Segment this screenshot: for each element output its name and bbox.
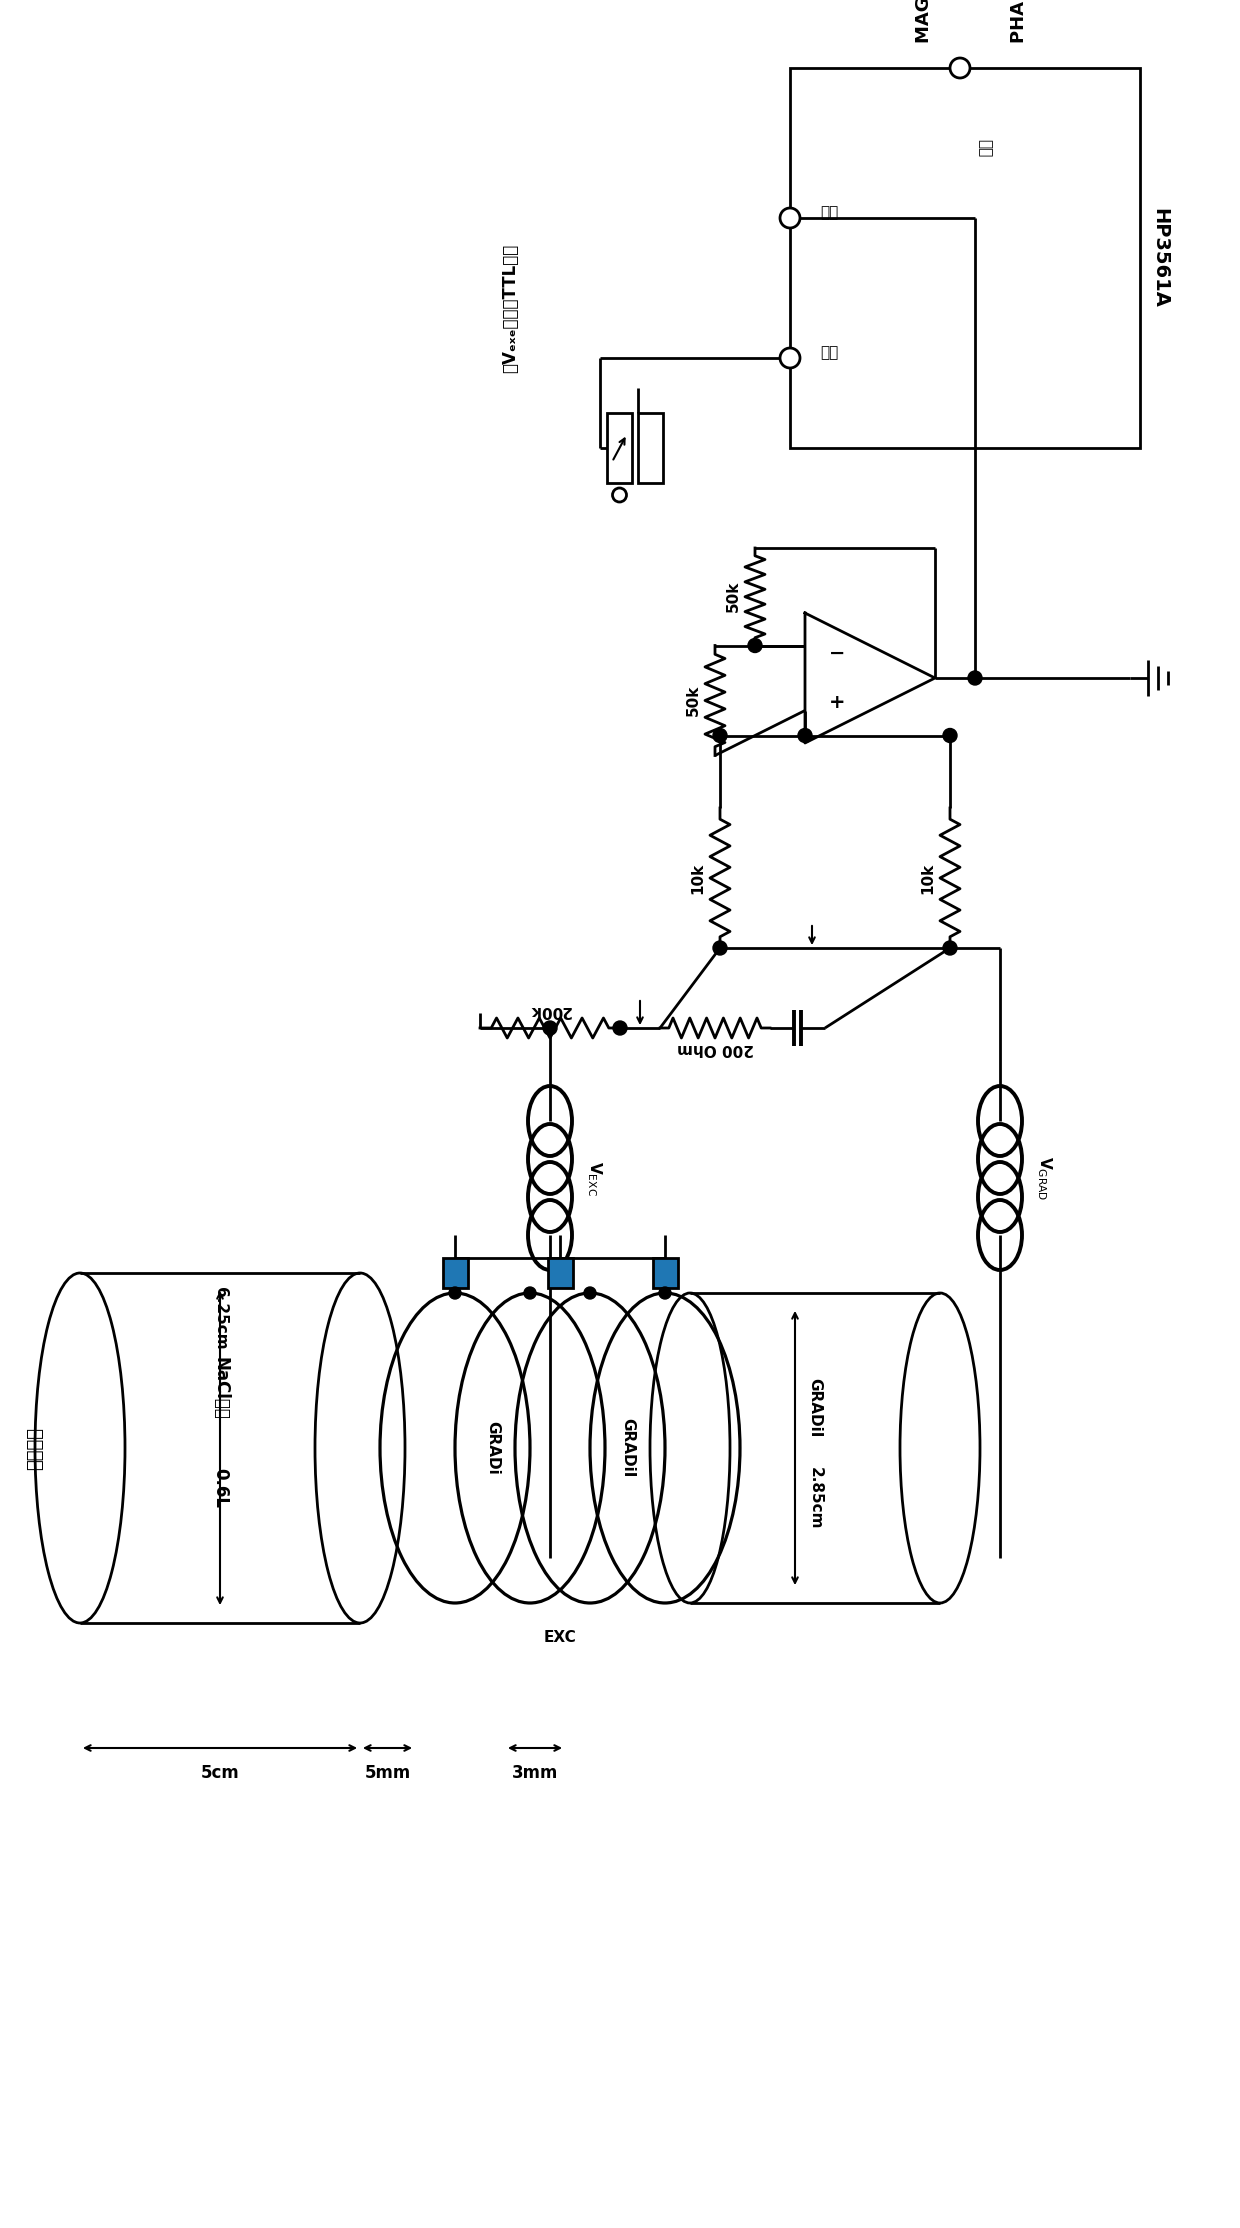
Bar [652,1259,677,1288]
Circle shape [658,1288,671,1299]
Circle shape [942,729,957,742]
Text: MAG (Vms): MAG (Vms) [915,0,932,42]
Text: V$_{\rm GRAD}$: V$_{\rm GRAD}$ [1035,1156,1054,1201]
Bar [639,412,663,483]
Text: 输入: 输入 [820,205,838,221]
Circle shape [449,1288,461,1299]
Text: HP3561A: HP3561A [1151,207,1169,307]
Text: GRADiI: GRADiI [807,1379,822,1437]
Circle shape [613,488,626,501]
Circle shape [713,729,727,742]
Text: EXC: EXC [543,1631,577,1646]
Text: 10k: 10k [691,862,706,893]
Bar [608,412,632,483]
Text: 50k: 50k [725,582,740,613]
Circle shape [942,940,957,956]
Text: GRADi: GRADi [485,1421,500,1475]
Text: 0.6L: 0.6L [211,1468,229,1508]
Circle shape [950,58,970,78]
Text: 50k: 50k [686,684,701,715]
Text: +: + [830,693,846,713]
Text: 参考: 参考 [820,345,838,361]
Circle shape [799,729,812,742]
Text: 5cm: 5cm [201,1765,239,1782]
Text: 200k: 200k [529,1003,572,1018]
Text: 与Vₑₓₑ同相的TTL输出: 与Vₑₓₑ同相的TTL输出 [501,243,520,372]
Text: 10k: 10k [920,862,935,893]
Text: −: − [830,644,846,662]
Circle shape [525,1288,536,1299]
Text: 200 Ohm: 200 Ohm [677,1040,754,1056]
Text: PHA (deg.): PHA (deg.) [1011,0,1028,42]
Circle shape [713,940,727,956]
Circle shape [780,207,800,227]
Text: 5mm: 5mm [365,1765,410,1782]
Bar [790,69,1140,448]
Text: 输出: 输出 [977,138,992,158]
Text: 3mm: 3mm [512,1765,558,1782]
Circle shape [584,1288,596,1299]
Circle shape [543,1020,557,1036]
Text: 2.85cm: 2.85cm [807,1466,822,1528]
Bar [548,1259,573,1288]
Text: GRADiI: GRADiI [620,1419,635,1477]
Circle shape [748,639,763,653]
Text: 盐水样品: 盐水样品 [26,1426,43,1470]
Bar [443,1259,467,1288]
Circle shape [968,671,982,684]
Text: V$_{\rm EXC}$: V$_{\rm EXC}$ [585,1161,604,1196]
Text: 6.25cm: 6.25cm [212,1288,227,1350]
Circle shape [613,1020,627,1036]
Circle shape [780,348,800,368]
Text: NaCl溶液: NaCl溶液 [211,1357,229,1419]
